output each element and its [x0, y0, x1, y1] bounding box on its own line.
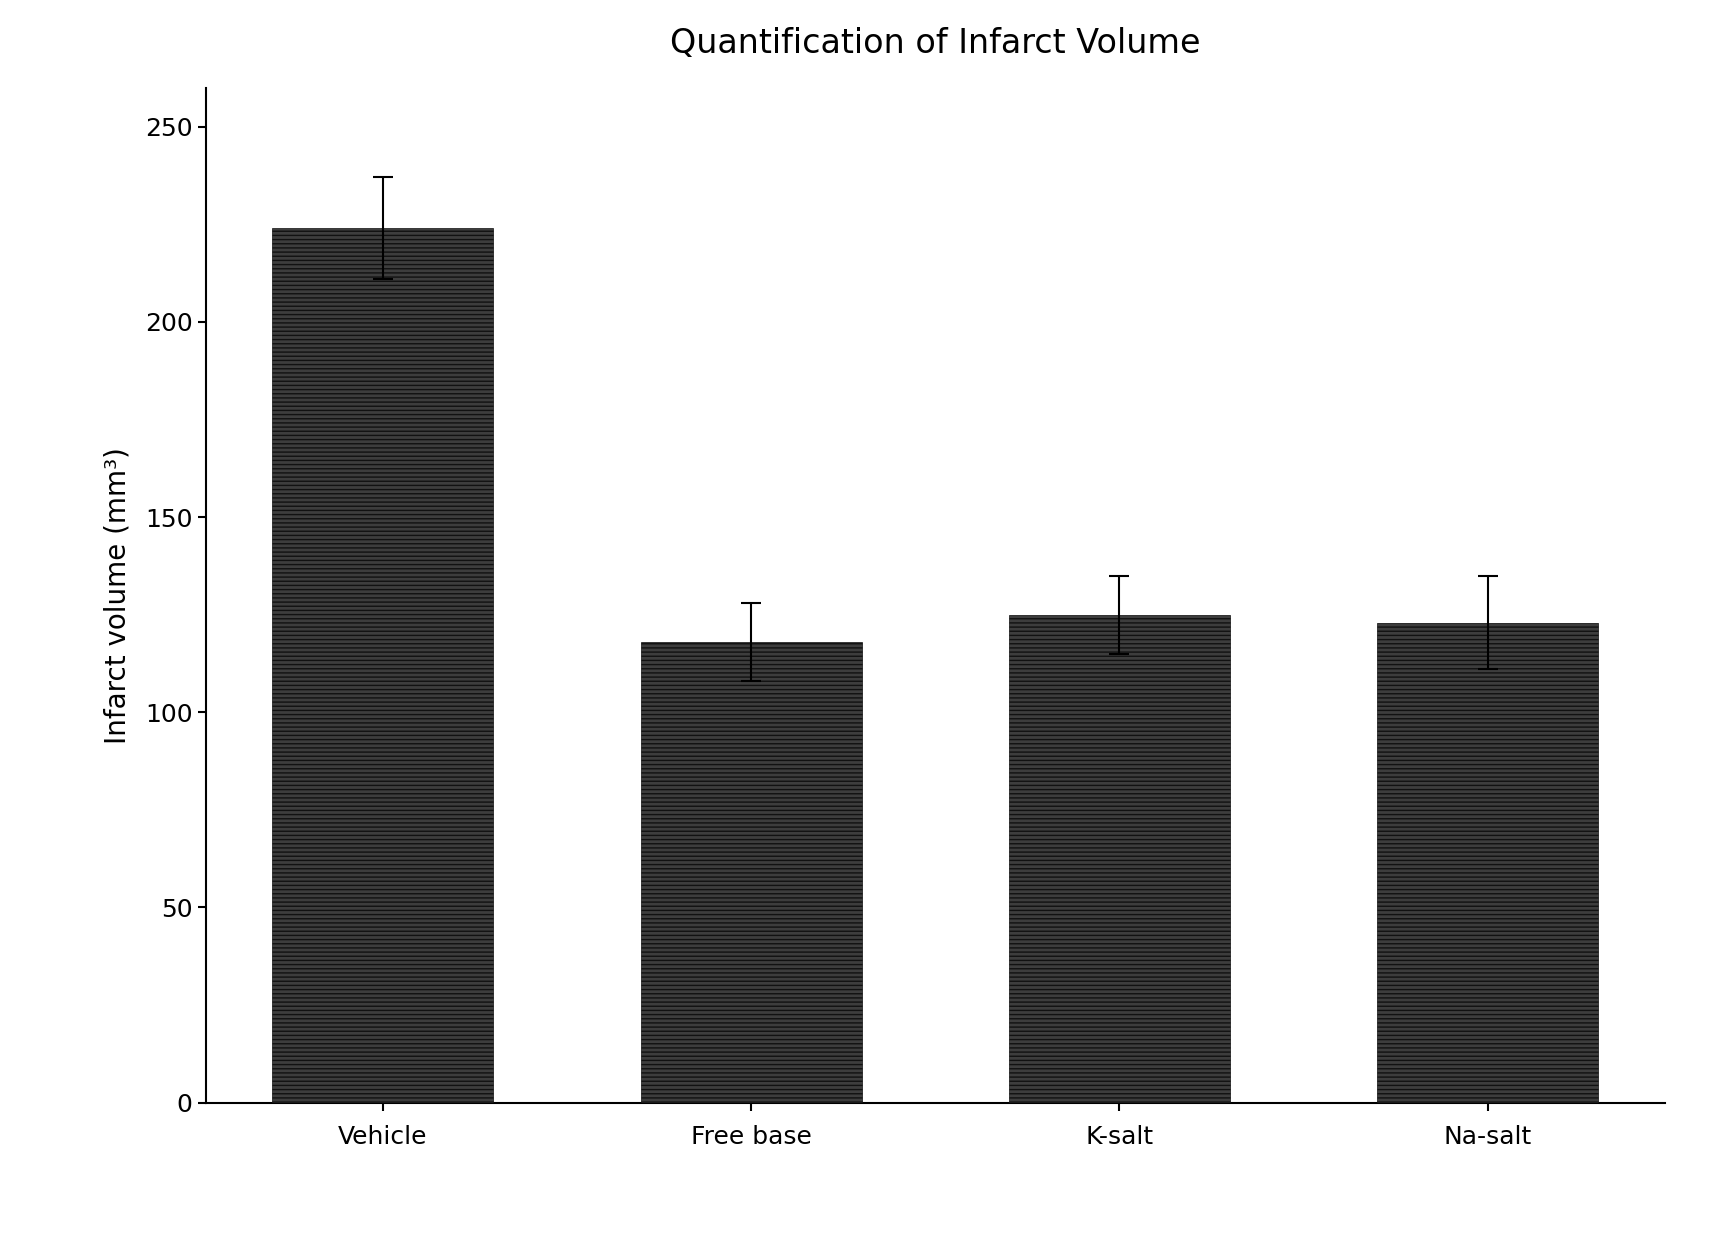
Bar: [640, 642, 861, 1103]
Y-axis label: Infarct volume (mm³): Infarct volume (mm³): [103, 447, 130, 743]
Bar: [1009, 615, 1230, 1103]
Bar: [1378, 623, 1598, 1103]
Title: Quantification of Infarct Volume: Quantification of Infarct Volume: [669, 28, 1201, 60]
Bar: [273, 228, 492, 1103]
